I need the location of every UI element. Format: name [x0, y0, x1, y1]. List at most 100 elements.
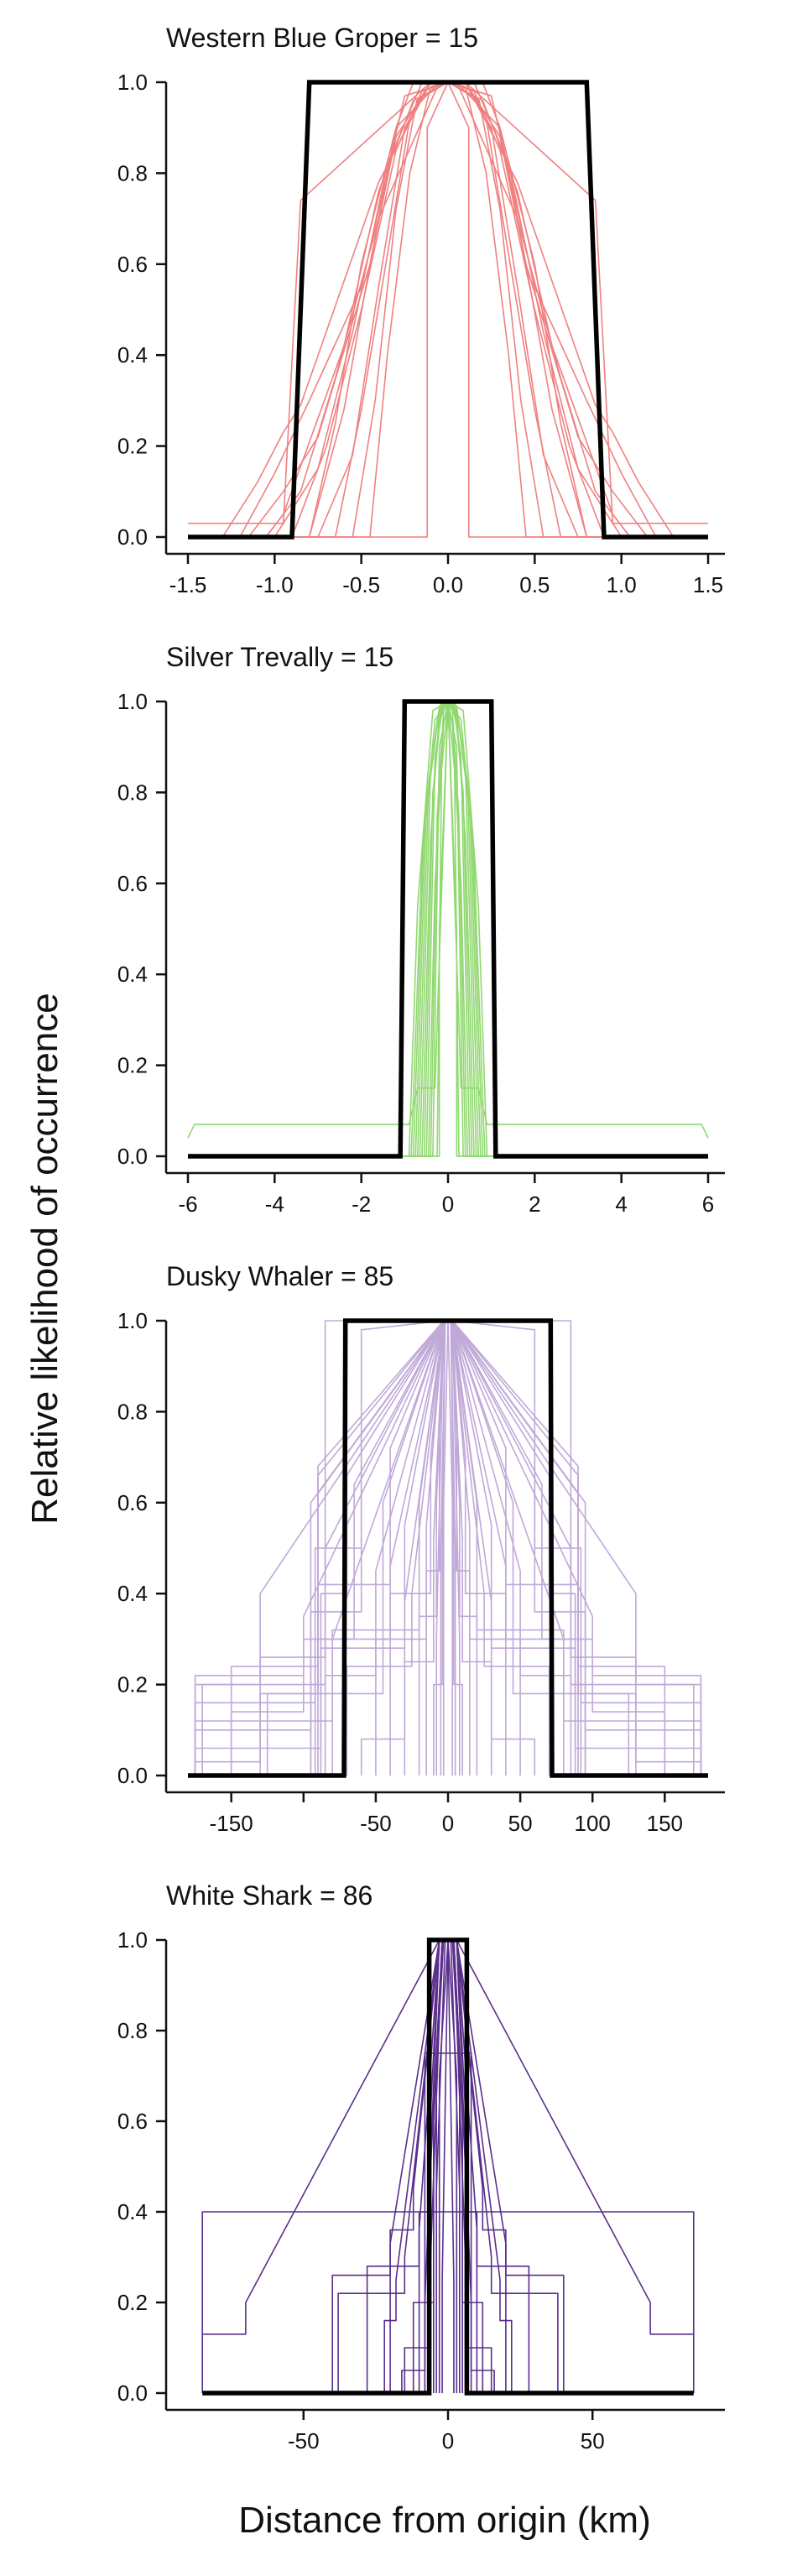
x-tick-label: 0 — [442, 1192, 454, 1217]
overlay-line — [188, 699, 708, 1159]
x-tick-label: 50 — [508, 1811, 533, 1836]
series-line — [418, 1320, 478, 1776]
series-line — [230, 1320, 666, 1776]
x-tick-label: 6 — [702, 1192, 714, 1217]
series-line — [201, 2211, 695, 2393]
x-tick-label: -1.0 — [256, 572, 294, 597]
y-tick-label: 0.0 — [117, 524, 148, 550]
series-line — [188, 81, 708, 538]
y-tick-label: 0.6 — [117, 2109, 148, 2134]
series-line — [188, 81, 708, 538]
series-line — [188, 81, 708, 538]
series-line — [194, 1320, 702, 1776]
series-line — [188, 701, 708, 1157]
series-line — [188, 701, 708, 1157]
y-tick-label: 0.2 — [117, 1053, 148, 1078]
panel-title: Dusky Whaler = 85 — [166, 1261, 393, 1291]
overlay-line — [188, 80, 708, 540]
series-line — [432, 1939, 464, 2393]
y-tick-label: 0.4 — [117, 2199, 148, 2224]
series-line — [425, 1320, 471, 1776]
series-line — [188, 701, 708, 1157]
series-line — [331, 1320, 565, 1776]
x-axis-title: Distance from origin (km) — [238, 2500, 650, 2541]
x-tick-label: -1.5 — [169, 572, 207, 597]
series-line — [424, 2052, 472, 2393]
series-line — [187, 701, 709, 1139]
y-tick-label: 0.6 — [117, 252, 148, 277]
y-tick-label: 0.4 — [117, 342, 148, 368]
x-tick-label: 1.0 — [607, 572, 637, 597]
series-line — [324, 1320, 572, 1776]
y-tick-label: 0.8 — [117, 160, 148, 185]
panel-4: White Shark = 86 0.0 0.2 0.4 0.6 0.8 1.0 -50 0 50 — [117, 1880, 725, 2453]
x-tick-label: -6 — [178, 1192, 197, 1217]
y-tick-label: 0.6 — [117, 871, 148, 896]
series-line — [188, 81, 708, 538]
series-line — [366, 1939, 530, 2393]
series-line — [188, 81, 708, 538]
x-tick-label: -0.5 — [342, 572, 380, 597]
series-line — [230, 1320, 666, 1776]
panel-title: Silver Trevally = 15 — [166, 642, 393, 672]
overlay-line — [202, 1937, 694, 2396]
series-line — [188, 701, 708, 1157]
series-line — [194, 1320, 702, 1776]
y-tick-label: 0.0 — [117, 1763, 148, 1788]
series-line — [194, 1320, 702, 1776]
x-tick-label: 100 — [575, 1811, 611, 1836]
x-tick-label: 0 — [442, 1811, 454, 1836]
series-line — [202, 1939, 694, 2335]
series-line — [188, 701, 708, 1157]
series-line — [188, 81, 708, 538]
x-tick-label: -4 — [265, 1192, 284, 1217]
x-tick-label: 50 — [581, 2428, 605, 2453]
x-tick-label: 150 — [647, 1811, 683, 1836]
series-line — [188, 701, 708, 1157]
series-line — [404, 1939, 492, 2393]
series-line — [188, 81, 708, 538]
series-line — [188, 81, 708, 538]
series-line — [201, 1320, 695, 1776]
series-line — [188, 701, 708, 1157]
series-line — [188, 81, 708, 538]
series-line — [389, 1939, 507, 2393]
series-line — [440, 1320, 456, 1776]
overlay-line — [188, 1318, 708, 1778]
y-tick-label: 1.0 — [117, 70, 148, 95]
series-line — [188, 81, 708, 538]
y-tick-label: 0.4 — [117, 1581, 148, 1606]
x-tick-label: -2 — [352, 1192, 371, 1217]
series-line — [188, 81, 708, 538]
x-tick-label: 1.5 — [693, 572, 723, 597]
series-line — [194, 1320, 702, 1776]
panel-title: Western Blue Groper = 15 — [166, 23, 478, 53]
y-tick-label: 0.0 — [117, 2380, 148, 2406]
series-line — [337, 1939, 559, 2393]
x-tick-label: -50 — [360, 1811, 392, 1836]
y-axis-title: Relative likelihood of occurrence — [24, 993, 65, 1524]
x-tick-label: 0.0 — [433, 572, 463, 597]
y-tick-label: 0.0 — [117, 1144, 148, 1169]
series-line — [188, 701, 708, 1157]
series-line — [194, 1320, 702, 1776]
series-line — [188, 701, 708, 1157]
y-tick-label: 0.2 — [117, 434, 148, 459]
x-tick-label: 0.5 — [519, 572, 550, 597]
panel-1: Western Blue Groper = 15 0.0 0.2 0.4 0.6 0.8 1… — [117, 23, 725, 597]
series-line — [188, 701, 708, 1157]
series-line — [188, 701, 708, 1157]
x-tick-label: 0 — [442, 2428, 454, 2453]
panel-3: Dusky Whaler = 85 0.0 0.2 0.4 0.6 0.8 1.0 -150 -… — [117, 1261, 725, 1836]
panel-title: White Shark = 86 — [166, 1880, 373, 1911]
series-line — [346, 1320, 550, 1776]
y-tick-label: 1.0 — [117, 1308, 148, 1333]
y-tick-label: 0.8 — [117, 1399, 148, 1424]
x-tick-label: -150 — [210, 1811, 253, 1836]
series-line — [188, 701, 708, 1157]
series-line — [442, 1320, 454, 1776]
series-line — [188, 701, 708, 1157]
y-tick-label: 0.8 — [117, 780, 148, 805]
series-line — [194, 1320, 702, 1776]
